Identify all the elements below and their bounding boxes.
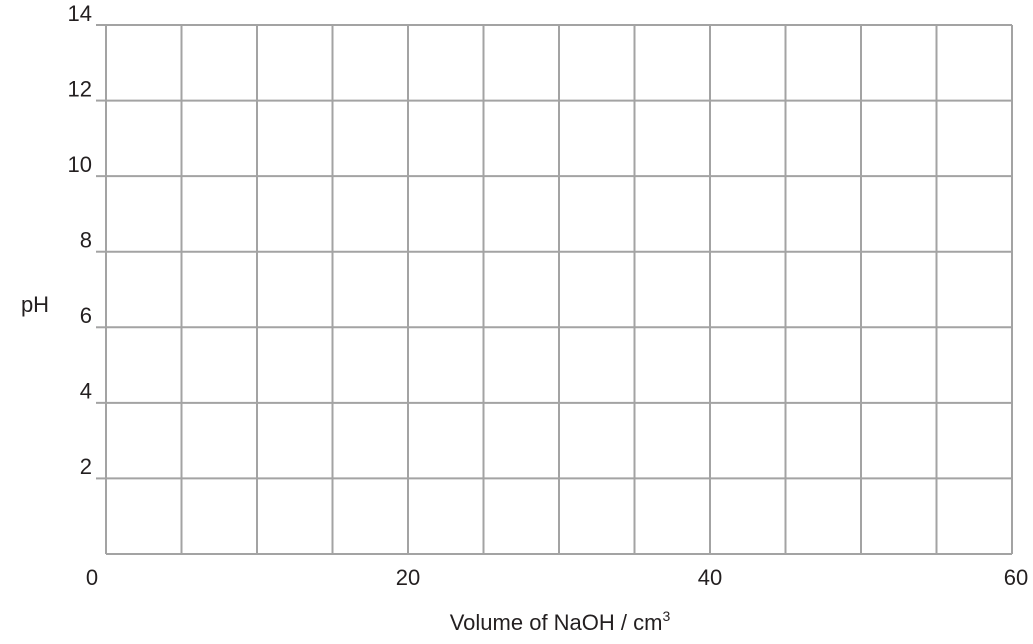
y-tick-label: 4 xyxy=(80,379,92,404)
y-tick-label: 12 xyxy=(68,76,92,101)
x-axis-label-superscript: 3 xyxy=(662,608,670,624)
y-tick-label: 6 xyxy=(80,303,92,328)
y-axis-label: pH xyxy=(21,292,49,317)
y-tick-label: 2 xyxy=(80,454,92,479)
y-tick-labels: 2 4 6 8 10 12 14 xyxy=(68,1,92,479)
x-tick-labels: 0 20 40 60 xyxy=(86,565,1028,590)
x-tick-label: 20 xyxy=(396,565,420,590)
x-tick-label: 40 xyxy=(698,565,722,590)
x-tick-label: 60 xyxy=(1004,565,1028,590)
x-axis-label-text: Volume of NaOH / cm xyxy=(450,610,663,635)
y-tick-label: 10 xyxy=(68,152,92,177)
grid xyxy=(105,24,1013,555)
axis-ticks xyxy=(96,24,106,480)
x-tick-label: 0 xyxy=(86,565,98,590)
x-axis-label: Volume of NaOH / cm3 xyxy=(450,608,671,635)
y-tick-label: 14 xyxy=(68,1,92,26)
y-tick-label: 8 xyxy=(80,228,92,253)
